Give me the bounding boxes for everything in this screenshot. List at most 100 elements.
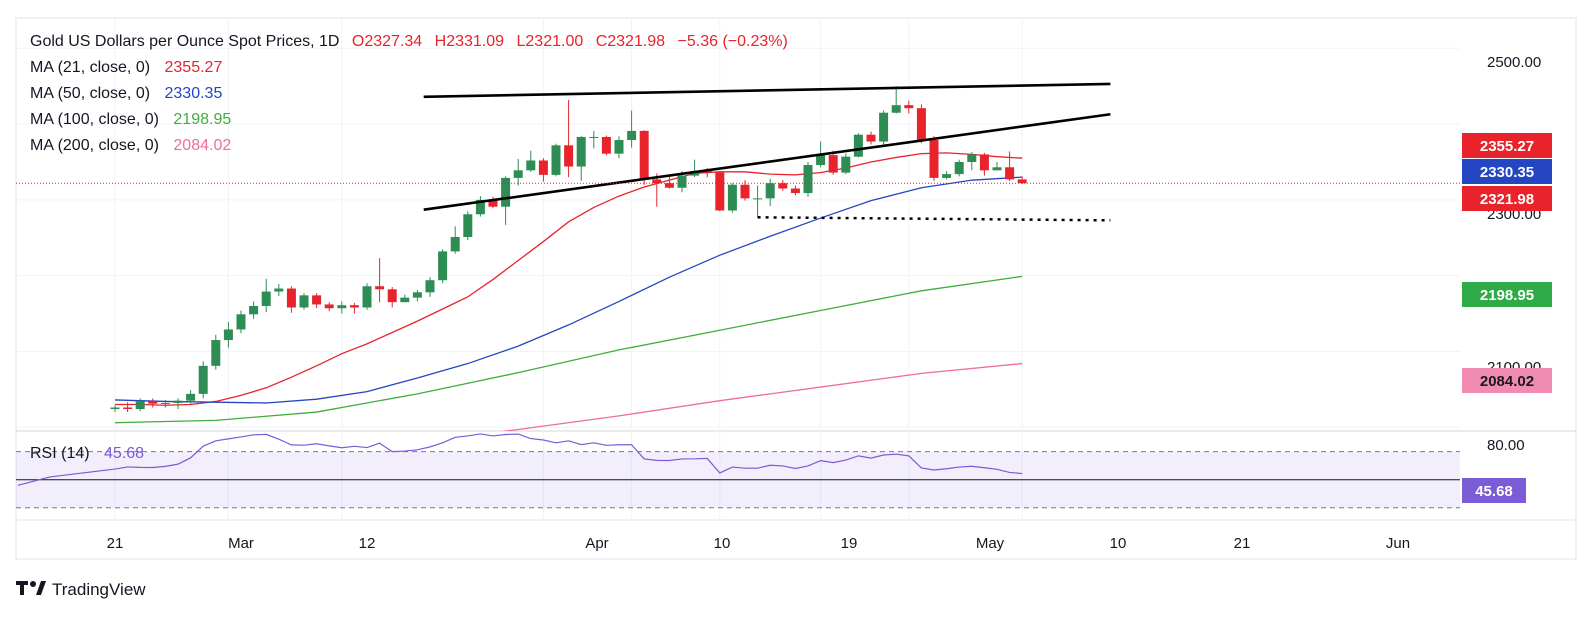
candle: [463, 211, 473, 241]
candle-body: [526, 160, 536, 171]
candle-body: [677, 175, 687, 188]
candle: [916, 104, 926, 144]
ma200-badge: [1462, 368, 1552, 393]
candle: [727, 183, 737, 213]
candle: [1005, 151, 1015, 181]
candle-body: [412, 292, 422, 298]
candle-body: [627, 130, 637, 141]
time-label-apr19: 19: [841, 535, 858, 552]
candle-body: [538, 160, 548, 175]
candle-body: [387, 289, 397, 303]
candle: [992, 161, 1002, 171]
ma21-legend-label: MA (21, close, 0): [30, 59, 150, 76]
ma200-line: [501, 362, 1023, 431]
ma21-badge: [1462, 133, 1552, 158]
candle-body: [891, 105, 901, 113]
candle-body: [198, 365, 208, 394]
candle-body: [211, 340, 221, 366]
ma100-legend[interactable]: MA (100, close, 0) 2198.95: [30, 111, 231, 128]
candle: [135, 398, 145, 412]
ma21-legend[interactable]: MA (21, close, 0) 2355.27: [30, 59, 222, 76]
candle: [148, 398, 158, 408]
candle-body: [463, 214, 473, 238]
candle-body: [1017, 179, 1027, 184]
change-value: −5.36 (−0.23%): [678, 33, 788, 50]
rsi-legend-value: 45.68: [104, 445, 144, 462]
ma200-legend-label: MA (200, close, 0): [30, 137, 159, 154]
candle: [576, 136, 586, 181]
price-tick-2500: 2500.00: [1487, 54, 1541, 71]
candle-body: [135, 401, 145, 410]
tradingview-wordmark: TradingView: [52, 580, 146, 599]
candle-body: [274, 288, 284, 292]
ma200-legend-value: 2084.02: [173, 137, 231, 154]
candle: [312, 293, 322, 309]
tradingview-logo[interactable]: TradingView: [16, 580, 146, 599]
candle: [664, 175, 674, 189]
candle-body: [160, 402, 170, 404]
ma50-line: [114, 176, 1023, 404]
candle-body: [186, 393, 196, 401]
candle-body: [879, 112, 889, 142]
candle: [299, 293, 309, 310]
candle: [790, 185, 800, 196]
candle-body: [286, 288, 296, 308]
candle: [236, 310, 246, 334]
symbol-title: Gold US Dollars per Ounce Spot Prices, 1…: [30, 33, 339, 50]
candle-body: [362, 286, 372, 308]
candle-body: [702, 171, 712, 173]
rsi-legend-label: RSI (14): [30, 445, 90, 462]
candle-body: [475, 199, 485, 215]
candle-body: [173, 400, 183, 403]
candle: [841, 153, 851, 175]
price-badges: 2355.27 2330.35 2321.98 2198.95 2084.02: [1462, 133, 1552, 393]
candle-body: [123, 407, 133, 410]
rsi-badge: [1462, 478, 1526, 503]
ma50-legend-value: 2330.35: [165, 85, 223, 102]
candle: [589, 130, 599, 149]
candle: [513, 158, 523, 186]
candle-body: [513, 170, 523, 178]
ma100-legend-label: MA (100, close, 0): [30, 111, 159, 128]
candle-body: [790, 188, 800, 194]
candle: [538, 158, 548, 182]
rsi-layer: [16, 433, 1460, 509]
grid: [16, 18, 1460, 519]
candle: [942, 171, 952, 180]
candle: [186, 390, 196, 404]
candle-body: [853, 134, 863, 157]
candle-body: [148, 401, 158, 404]
support-line: [757, 216, 1111, 222]
rsi-badge-text: 45.68: [1475, 483, 1513, 500]
candle: [954, 159, 964, 177]
candle-body: [652, 179, 662, 184]
candle-body: [740, 184, 750, 199]
rsi-legend[interactable]: RSI (14) 45.68: [30, 445, 144, 462]
candle-body: [438, 251, 448, 281]
candle-body: [727, 184, 737, 211]
candle-body: [1005, 167, 1015, 180]
candle: [715, 171, 725, 212]
ma200-legend[interactable]: MA (200, close, 0) 2084.02: [30, 137, 231, 154]
ma50-legend[interactable]: MA (50, close, 0) 2330.35: [30, 85, 222, 102]
candle: [891, 86, 901, 114]
candle-body: [488, 199, 498, 207]
candle: [601, 135, 611, 156]
time-label-may21: 21: [1234, 535, 1251, 552]
candle-body: [954, 161, 964, 175]
candle: [904, 100, 914, 114]
candle-body: [425, 280, 435, 293]
candle-body: [261, 291, 271, 306]
candle: [853, 133, 863, 158]
candle: [450, 226, 460, 254]
time-label-apr: Apr: [585, 535, 608, 552]
chart-frame: [15, 17, 1577, 560]
candle-body: [614, 140, 624, 154]
time-axis[interactable]: 21 Mar 12 Apr 10 19 May 10 21 Jun: [107, 535, 1410, 552]
candle-body: [967, 154, 977, 162]
candle: [400, 294, 410, 303]
price-axis[interactable]: 2500.00 2400.00 2300.00 2100.00: [1487, 54, 1541, 376]
time-label-apr10: 10: [714, 535, 731, 552]
